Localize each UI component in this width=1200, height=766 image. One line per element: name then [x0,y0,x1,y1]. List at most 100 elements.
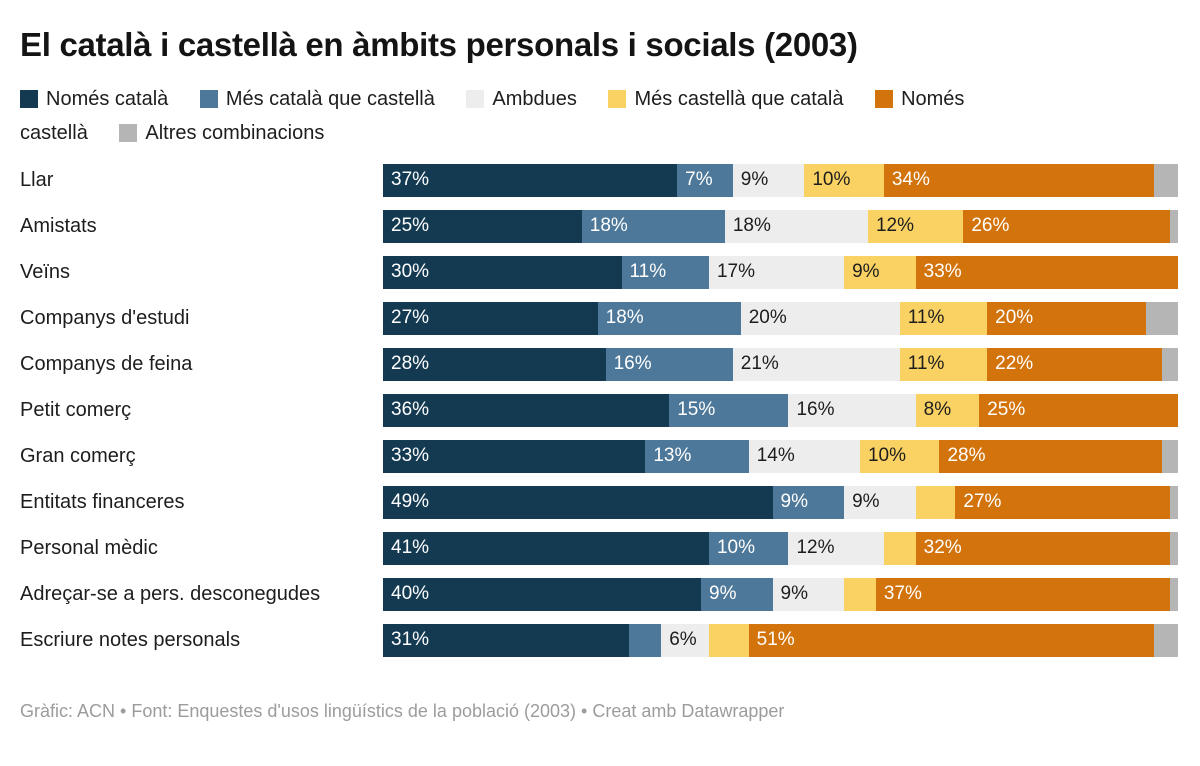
bar-segment-nomes-castella: 22% [987,347,1163,381]
bar-segment-mes-castella-que-catala [844,577,876,611]
segment-value-label: 12% [796,537,835,559]
stacked-bar: 37% 7% 9% 10% 34% [383,163,1178,197]
legend-swatch-icon [875,89,894,108]
segment-value-label: 16% [613,353,652,375]
chart-row: Companys de feina 28% 16% 21% 11% 22% [20,347,1178,381]
bar-segment-nomes-catala: 25% [383,209,582,243]
legend-item-mes-castella-que-catala: Més castellà que català [608,87,844,110]
row-label: Petit comerç [20,398,132,421]
segment-value-label: 37% [883,583,922,605]
bar-segment-mes-catala-que-castella: 18% [581,209,725,243]
legend-item-nomes-castella: Només castellà [20,88,964,144]
bar-segment-nomes-castella: 34% [883,163,1155,197]
row-label: Personal mèdic [20,536,158,559]
segment-value-label: 9% [780,491,809,513]
chart-row: Adreçar-se a pers. desconegudes 40% 9% 9% 37… [20,577,1178,611]
chart-row: Gran comerç 33% 13% 14% 10% 28% [20,439,1178,473]
legend: Només català Més català que castellà Amb… [20,82,1030,150]
chart-row: Escriure notes personals 31% 6% 51% [20,623,1178,657]
segment-value-label: 9% [852,491,880,513]
segment-value-label: 25% [987,399,1026,421]
chart-row: Companys d'estudi 27% 18% 20% 11% 20% [20,301,1178,335]
row-label: Llar [20,168,54,191]
row-label: Companys de feina [20,352,193,375]
legend-item-altres-combinacions: Altres combinacions [119,122,324,144]
bar-segment-mes-catala-que-castella: 18% [597,301,741,335]
bar-segment-nomes-catala: 27% [383,301,598,335]
bar-segment-mes-castella-que-catala: 11% [899,347,988,381]
bar-segment-nomes-castella: 26% [963,209,1171,243]
bar-segment-ambdues: 9% [732,163,805,197]
bar-segment-nomes-castella: 27% [955,485,1171,519]
bar-segment-mes-catala-que-castella: 15% [669,393,789,427]
bar-segment-mes-catala-que-castella: 9% [701,577,773,611]
segment-value-label: 27% [391,307,430,329]
stacked-bar: 27% 18% 20% 11% 20% [383,301,1178,335]
bar-segment-mes-castella-que-catala: 9% [844,255,916,289]
bar-segment-altres-combinacions [1162,347,1178,381]
bar-segment-ambdues: 9% [772,577,845,611]
bar-segment-nomes-catala: 30% [383,255,622,289]
legend-label: Ambdues [492,87,577,110]
bar-segment-nomes-castella: 33% [915,255,1178,289]
bar-segment-mes-catala-que-castella: 16% [605,347,733,381]
segment-value-label: 32% [923,537,962,559]
segment-value-label: 10% [716,537,755,559]
segment-value-label: 16% [796,399,835,421]
bar-segment-mes-castella-que-catala: 10% [804,163,884,197]
bar-segment-nomes-castella: 25% [979,393,1178,427]
bar-segment-ambdues: 12% [788,531,884,565]
segment-value-label: 28% [391,353,430,375]
bar-segment-mes-castella-que-catala [915,485,956,519]
segment-value-label: 11% [907,353,945,375]
segment-value-label: 9% [740,169,769,191]
chart-rows: Llar 37% 7% 9% 10% 34% Amistats 25% 18% 18% 12% 26%… [20,163,1178,657]
bar-segment-nomes-catala: 36% [383,393,670,427]
legend-item-mes-catala-que-castella: Més català que castellà [199,87,435,110]
segment-value-label: 20% [995,307,1034,329]
bar-segment-mes-catala-que-castella [629,623,662,657]
bar-segment-altres-combinacions [1170,209,1178,243]
legend-label: Més castellà que català [634,87,844,110]
segment-value-label: 9% [709,583,737,605]
segment-value-label: 14% [756,445,795,467]
segment-value-label: 26% [971,215,1010,237]
legend-item-ambdues: Ambdues [466,88,577,110]
bar-segment-nomes-catala: 28% [383,347,606,381]
row-label: Veïns [20,260,71,283]
chart-row: Amistats 25% 18% 18% 12% 26% [20,209,1178,243]
bar-segment-ambdues: 20% [740,301,900,335]
bar-segment-nomes-catala: 49% [383,485,773,519]
stacked-bar: 28% 16% 21% 11% 22% [383,347,1178,381]
chart-row: Personal mèdic 41% 10% 12% 32% [20,531,1178,565]
legend-swatch-icon [20,89,38,108]
bar-segment-mes-catala-que-castella: 11% [621,255,709,289]
bar-segment-nomes-castella: 20% [987,301,1147,335]
segment-value-label: 36% [391,399,430,421]
legend-label: Només català [46,87,169,110]
chart-row: Petit comerç 36% 15% 16% 8% 25% [20,393,1178,427]
segment-value-label: 40% [391,583,430,605]
bar-segment-mes-castella-que-catala: 8% [915,393,980,427]
segment-value-label: 49% [391,491,430,513]
bar-segment-nomes-catala: 33% [383,439,646,473]
bar-segment-nomes-castella: 32% [915,531,1171,565]
row-label: Escriure notes personals [20,628,241,651]
bar-segment-nomes-castella: 51% [748,623,1155,657]
stacked-bar: 41% 10% 12% 32% [383,531,1178,565]
segment-value-label: 15% [677,399,716,421]
row-label: Companys d'estudi [20,306,190,329]
bar-segment-ambdues: 6% [661,623,709,657]
segment-value-label: 33% [391,445,430,467]
bar-segment-mes-castella-que-catala: 11% [899,301,988,335]
segment-value-label: 34% [891,169,930,191]
legend-swatch-icon [608,89,627,108]
row-label: Gran comerç [20,444,136,467]
bar-segment-altres-combinacions [1154,163,1178,197]
chart-footer: Gràfic: ACN • Font: Enquestes d'usos lin… [20,700,785,721]
legend-swatch-icon [466,89,485,108]
legend-label: Més català que castellà [225,87,435,110]
bar-segment-nomes-catala: 41% [383,531,709,565]
legend-label: Altres combinacions [145,121,325,144]
